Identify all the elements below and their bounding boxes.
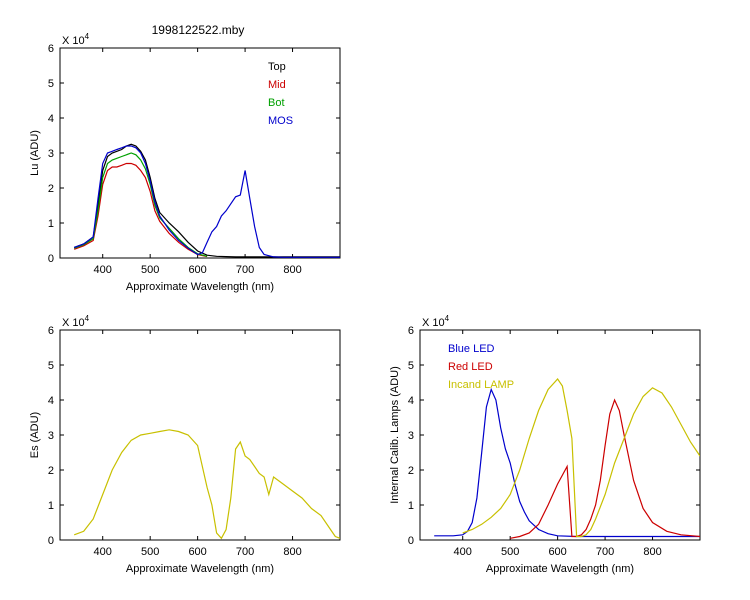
y-tick-label: 6	[48, 325, 54, 337]
chart-lu: 400 500 600 700 800 0 1 2 3 4 5 6 X 104 Approximate W…	[29, 32, 341, 293]
x-tick-label: 500	[501, 546, 519, 558]
figure-title: 1998122522.mby	[152, 23, 245, 37]
y-multiplier: X 104	[62, 32, 90, 47]
legend-entry: Mid	[268, 79, 286, 91]
legend-entry: Top	[268, 61, 286, 73]
series-line-mos	[73, 145, 340, 258]
x-axis-label: Approximate Wavelength (nm)	[126, 281, 274, 293]
series-line-es	[73, 429, 340, 540]
y-tick-label: 3	[408, 430, 414, 442]
x-tick-label: 400	[454, 546, 472, 558]
y-tick-label: 6	[48, 43, 54, 55]
y-axis-label: Lu (ADU)	[29, 130, 41, 176]
y-tick-label: 4	[48, 395, 54, 407]
y-tick-label: 6	[408, 325, 414, 337]
x-tick-label: 800	[283, 264, 301, 276]
legend-entry: MOS	[268, 115, 293, 127]
series-line-red-led	[510, 398, 700, 539]
legend-entry: Red LED	[448, 361, 493, 373]
x-axis-label: Approximate Wavelength (nm)	[486, 563, 634, 575]
x-tick-label: 500	[141, 264, 159, 276]
x-tick-label: 800	[643, 546, 661, 558]
x-tick-label: 700	[236, 264, 254, 276]
x-tick-label: 600	[188, 546, 206, 558]
series-line-blue-led	[434, 387, 700, 538]
x-tick-label: 700	[596, 546, 614, 558]
y-tick-label: 5	[48, 360, 54, 372]
y-tick-label: 1	[408, 500, 414, 512]
axes-box	[59, 329, 341, 541]
y-multiplier: X 104	[62, 314, 90, 329]
chart-lamps: 400 500 600 700 800 0 1 2 3 4 5 6 X 104 Approximate W…	[389, 314, 701, 575]
chart-es: 400 500 600 700 800 0 1 2 3 4 5 6 X 104 Approximate W…	[29, 314, 341, 575]
series-line-top	[73, 143, 340, 258]
y-tick-label: 4	[408, 395, 414, 407]
y-tick-label: 1	[48, 500, 54, 512]
x-tick-label: 700	[236, 546, 254, 558]
x-tick-label: 800	[283, 546, 301, 558]
x-tick-label: 500	[141, 546, 159, 558]
y-tick-label: 2	[48, 183, 54, 195]
legend-entry: Bot	[268, 97, 285, 109]
legend-entry: Incand LAMP	[448, 379, 514, 391]
x-tick-label: 400	[94, 546, 112, 558]
y-axis-label: Es (ADU)	[29, 412, 41, 458]
y-tick-label: 5	[408, 360, 414, 372]
y-tick-label: 1	[48, 218, 54, 230]
series-line-incand-lamp	[462, 378, 700, 538]
x-tick-label: 600	[188, 264, 206, 276]
y-tick-label: 0	[48, 253, 54, 265]
y-tick-label: 0	[408, 535, 414, 547]
series-line-mid	[73, 162, 208, 258]
y-tick-label: 3	[48, 148, 54, 160]
x-tick-label: 600	[548, 546, 566, 558]
axes-box	[59, 47, 341, 259]
y-axis-label: Internal Calib. Lamps (ADU)	[389, 366, 401, 504]
y-tick-label: 2	[48, 465, 54, 477]
y-tick-label: 3	[48, 430, 54, 442]
series-line-bot	[73, 152, 208, 257]
x-axis-label: Approximate Wavelength (nm)	[126, 563, 274, 575]
y-multiplier: X 104	[422, 314, 450, 329]
y-tick-label: 2	[408, 465, 414, 477]
y-tick-label: 5	[48, 78, 54, 90]
x-tick-label: 400	[94, 264, 112, 276]
y-tick-label: 0	[48, 535, 54, 547]
y-tick-label: 4	[48, 113, 54, 125]
legend-entry: Blue LED	[448, 343, 495, 355]
